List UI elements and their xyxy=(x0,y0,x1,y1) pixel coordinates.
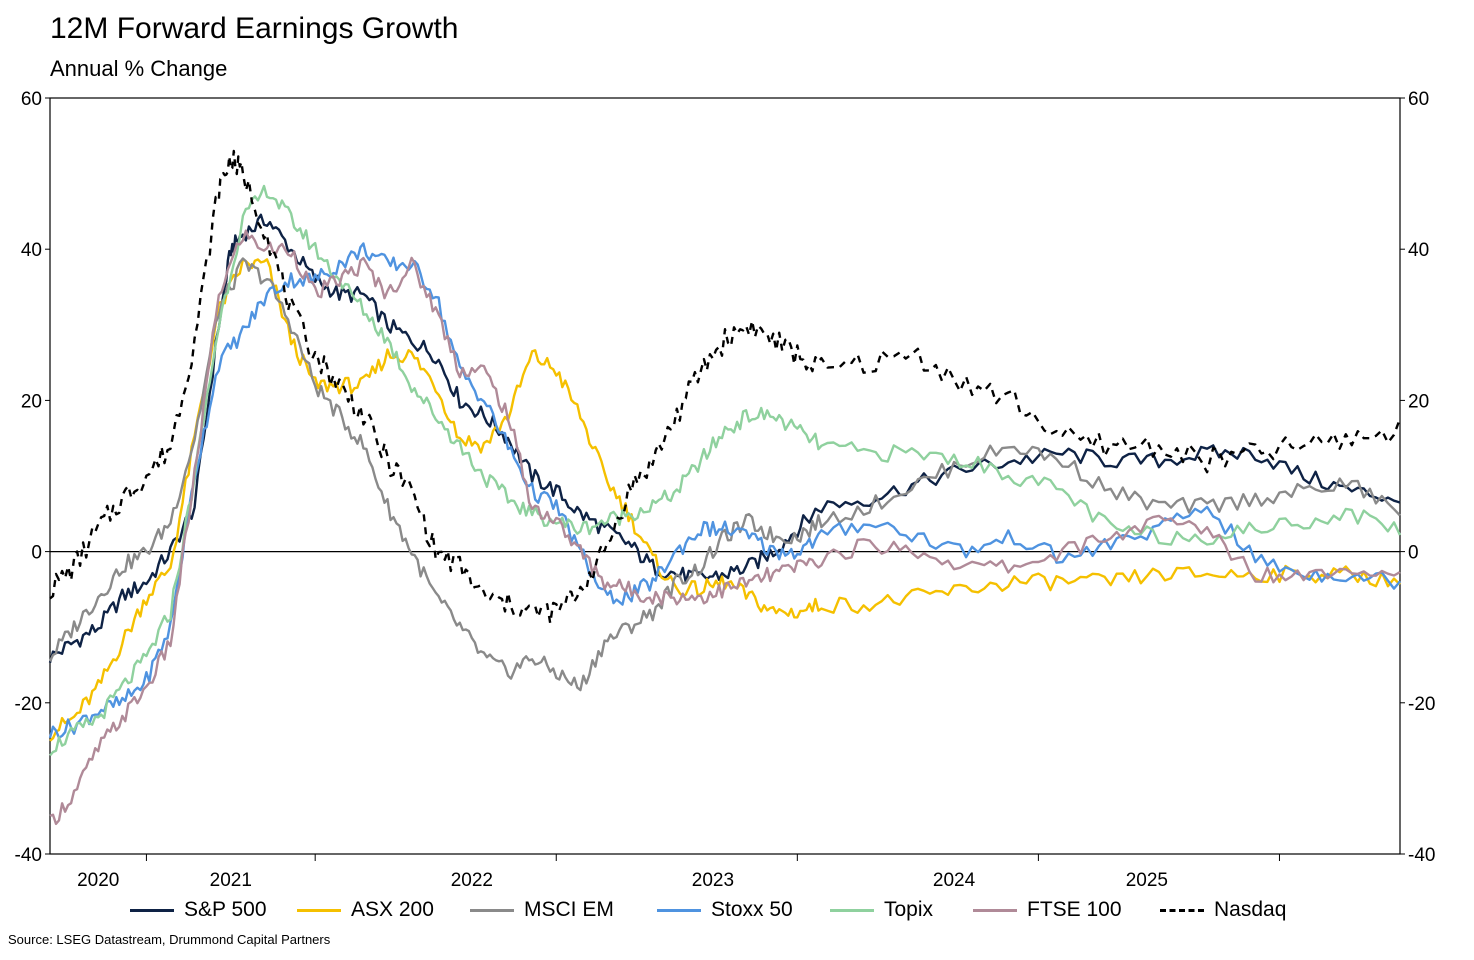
legend-item: ASX 200 xyxy=(297,898,434,922)
legend-swatch xyxy=(130,908,174,912)
chart-subtitle: Annual % Change xyxy=(50,56,228,81)
legend-item: S&P 500 xyxy=(130,898,267,922)
legend-swatch xyxy=(1160,908,1204,912)
y-tick-label-left: -20 xyxy=(15,694,42,715)
y-tick-label-right: -20 xyxy=(1408,694,1435,715)
legend-item: Topix xyxy=(830,898,933,922)
legend-item: Nasdaq xyxy=(1160,898,1286,922)
legend-swatch xyxy=(297,908,341,912)
x-tick-label: 2023 xyxy=(692,870,734,891)
y-tick-label-right: 0 xyxy=(1408,543,1419,564)
legend-item: FTSE 100 xyxy=(973,898,1122,922)
legend-swatch xyxy=(470,908,514,912)
legend-label: Nasdaq xyxy=(1214,898,1287,921)
x-tick-label: 2021 xyxy=(210,870,252,891)
y-tick-label-left: 0 xyxy=(31,543,42,564)
legend-swatch xyxy=(830,908,874,912)
legend-swatch xyxy=(973,908,1017,912)
y-tick-label-right: -40 xyxy=(1408,845,1435,866)
y-tick-label-left: -40 xyxy=(15,845,42,866)
y-tick-label-left: 60 xyxy=(21,89,42,110)
series-line-nasdaq xyxy=(49,149,1402,625)
y-tick-label-right: 40 xyxy=(1408,240,1429,261)
x-tick-label: 2022 xyxy=(451,870,493,891)
x-tick-label: 2024 xyxy=(933,870,976,891)
legend-label: Stoxx 50 xyxy=(711,898,793,921)
y-tick-label-left: 20 xyxy=(21,391,42,412)
y-tick-label-right: 20 xyxy=(1408,391,1429,412)
series-line-s-p-500 xyxy=(48,213,1401,664)
source-note: Source: LSEG Datastream, Drummond Capita… xyxy=(8,932,331,947)
legend-item: MSCI EM xyxy=(470,898,614,922)
series-line-stoxx-50 xyxy=(48,242,1401,740)
legend-label: S&P 500 xyxy=(184,898,267,921)
chart-title: 12M Forward Earnings Growth xyxy=(50,12,459,45)
plot-frame xyxy=(49,97,1401,855)
series-line-msci-em xyxy=(48,257,1401,692)
legend-label: FTSE 100 xyxy=(1027,898,1122,921)
legend-swatch xyxy=(657,908,701,912)
legend-label: MSCI EM xyxy=(524,898,614,921)
x-tick-label: 2020 xyxy=(77,870,119,891)
chart-legend: S&P 500 ASX 200 MSCI EM Stoxx 50 Topix FTSE 1… xyxy=(0,898,1474,928)
y-tick-label-left: 40 xyxy=(21,240,42,261)
legend-label: ASX 200 xyxy=(351,898,434,921)
legend-item: Stoxx 50 xyxy=(657,898,793,922)
series-line-topix xyxy=(49,184,1402,757)
series-line-ftse-100 xyxy=(49,229,1401,826)
y-tick-label-right: 60 xyxy=(1408,89,1429,110)
x-tick-label: 2025 xyxy=(1126,870,1168,891)
legend-label: Topix xyxy=(884,898,934,921)
